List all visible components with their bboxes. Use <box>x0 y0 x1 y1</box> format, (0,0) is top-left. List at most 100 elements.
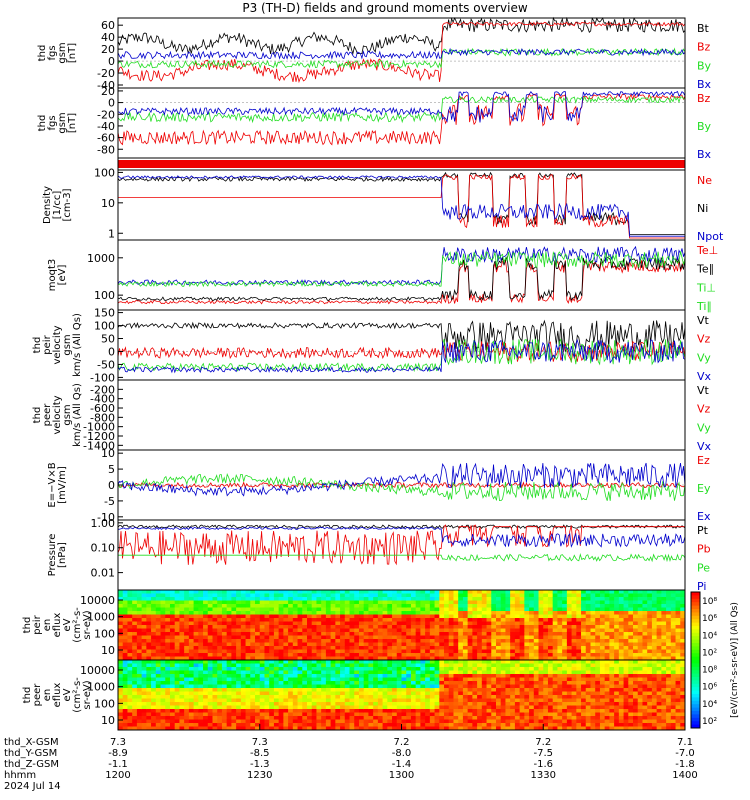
spectrogram-cell <box>118 716 124 720</box>
spectrogram-cell <box>198 593 204 598</box>
spectrogram-cell <box>566 618 573 622</box>
spectrogram-cell <box>226 667 232 671</box>
spectrogram-cell <box>155 590 162 594</box>
spectrogram-cell <box>316 632 322 636</box>
spectrogram-cell <box>571 656 577 661</box>
spectrogram-cell <box>127 642 133 647</box>
spectrogram-cell <box>467 674 473 678</box>
spectrogram-cell <box>571 660 577 664</box>
spectrogram-cell <box>269 663 275 668</box>
legend-entry: Vx <box>697 440 712 453</box>
spectrogram-cell <box>505 635 511 640</box>
spectrogram-cell <box>363 723 369 727</box>
spectrogram-cell <box>429 667 436 671</box>
spectrogram-cell <box>207 688 213 692</box>
spectrogram-cell <box>387 709 393 713</box>
spectrogram-cell <box>344 635 351 640</box>
spectrogram-cell <box>236 625 242 629</box>
spectrogram-cell <box>118 702 124 706</box>
spectrogram-cell <box>590 628 596 633</box>
spectrogram-cell <box>562 667 568 671</box>
spectrogram-cell <box>623 716 629 720</box>
spectrogram-cell <box>321 607 327 612</box>
spectrogram-cell <box>151 642 157 647</box>
spectrogram-cell <box>226 600 232 605</box>
spectrogram-cell <box>604 635 610 640</box>
spectrogram-cell <box>165 716 171 720</box>
spectrogram-cell <box>349 639 355 643</box>
spectrogram-cell <box>444 607 450 612</box>
spectrogram-cell <box>448 621 454 626</box>
spectrogram-cell <box>472 677 478 682</box>
spectrogram-cell <box>415 628 421 633</box>
spectrogram-cell <box>661 625 667 629</box>
spectrogram-cell <box>349 688 355 692</box>
spectrogram-cell <box>330 597 336 601</box>
spectrogram-cell <box>127 593 133 598</box>
spectrogram-cell <box>500 726 506 731</box>
spectrogram-cell <box>585 684 591 689</box>
spectrogram-cell <box>618 716 625 720</box>
spectrogram-cell <box>368 709 374 713</box>
spectrogram-cell <box>264 604 270 608</box>
spectrogram-cell <box>462 698 469 703</box>
spectrogram-cell <box>458 593 464 598</box>
spectrogram-cell <box>340 660 346 664</box>
spectrogram-cell <box>675 695 681 699</box>
spectrogram-cell <box>151 614 157 619</box>
spectrogram-cell <box>363 632 369 636</box>
spectrogram-cell <box>576 695 582 699</box>
spectrogram-cell <box>377 628 384 633</box>
spectrogram-cell <box>373 632 379 636</box>
spectrogram-cell <box>335 614 341 619</box>
spectrogram-cell <box>363 649 369 654</box>
spectrogram-cell <box>670 604 677 608</box>
y-tick-label: -800 <box>90 411 115 424</box>
spectrogram-cell <box>472 726 478 731</box>
spectrogram-cell <box>505 590 511 594</box>
spectrogram-cell <box>401 677 407 682</box>
spectrogram-cell <box>349 604 355 608</box>
spectrogram-cell <box>146 688 152 692</box>
spectrogram-cell <box>231 621 237 626</box>
spectrogram-cell <box>519 625 525 629</box>
spectrogram-cell <box>165 618 171 622</box>
spectrogram-cell <box>656 663 662 668</box>
spectrogram-cell <box>316 716 322 720</box>
y-tick-label: 1.00 <box>91 517 116 530</box>
spectrogram-cell <box>288 653 294 657</box>
spectrogram-cell <box>552 642 558 647</box>
spectrogram-cell <box>637 709 643 713</box>
spectrogram-cell <box>510 726 516 731</box>
spectrogram-cell <box>264 712 270 717</box>
spectrogram-cell <box>288 639 294 643</box>
spectrogram-cell <box>193 607 199 612</box>
spectrogram-cell <box>628 646 634 650</box>
spectrogram-cell <box>651 635 658 640</box>
spectrogram-cell <box>599 702 606 706</box>
spectrogram-cell <box>458 723 464 727</box>
spectrogram-cell <box>132 681 138 685</box>
spectrogram-cell <box>642 621 648 626</box>
spectrogram-cell <box>566 688 573 692</box>
spectrogram-cell <box>311 705 317 710</box>
spectrogram-cell <box>174 635 180 640</box>
spectrogram-cell <box>382 611 388 615</box>
spectrogram-cell <box>288 614 294 619</box>
spectrogram-cell <box>132 684 138 689</box>
spectrogram-cell <box>231 590 237 594</box>
spectrogram-cell <box>500 604 506 608</box>
spectrogram-cell <box>462 670 469 675</box>
spectrogram-cell <box>146 642 152 647</box>
spectrogram-cell <box>637 649 643 654</box>
spectrogram-cell <box>288 604 294 608</box>
spectrogram-cell <box>358 702 365 706</box>
spectrogram-cell <box>132 639 138 643</box>
spectrogram-cell <box>169 688 176 692</box>
spectrogram-cell <box>637 642 643 647</box>
spectrogram-cell <box>444 656 450 661</box>
spectrogram-cell <box>618 614 625 619</box>
spectrogram-cell <box>458 667 464 671</box>
spectrogram-cell <box>221 667 228 671</box>
spectrogram-cell <box>240 656 247 661</box>
